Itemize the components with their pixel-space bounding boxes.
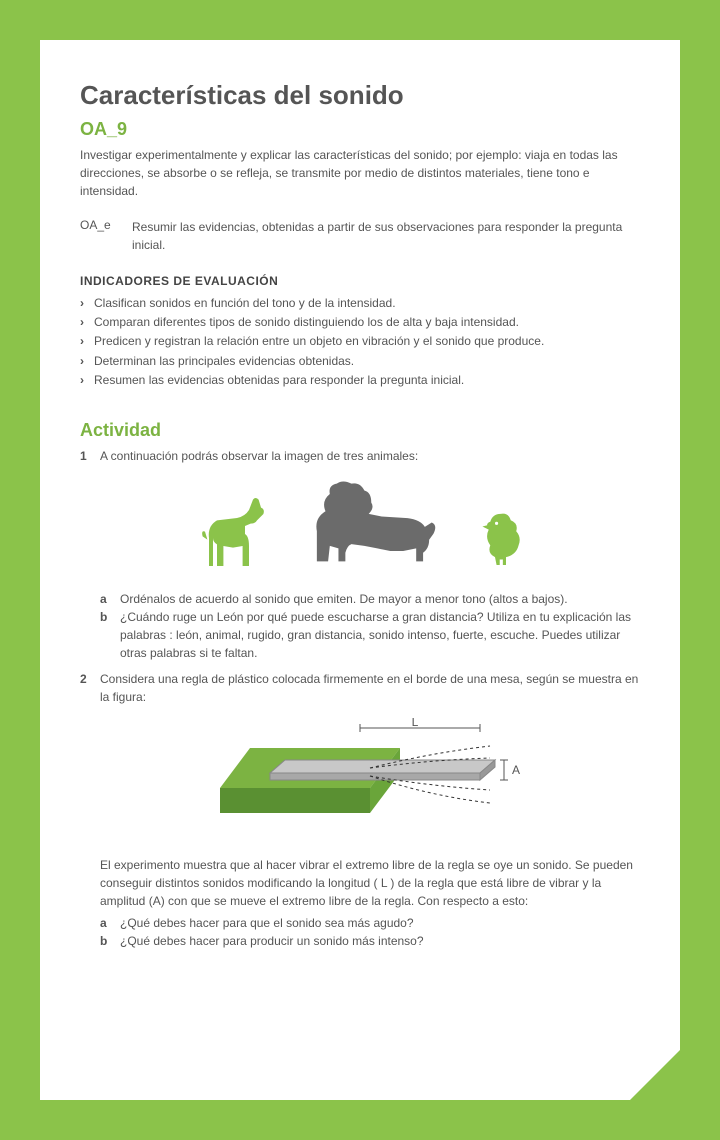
- indicator-item: Comparan diferentes tipos de sonido dist…: [80, 313, 640, 332]
- intro-paragraph: Investigar experimentalmente y explicar …: [80, 146, 640, 200]
- question-1: 1 A continuación podrás observar la imag…: [80, 447, 640, 465]
- q1a-text: Ordénalos de acuerdo al sonido que emite…: [120, 590, 568, 608]
- indicators-list: Clasifican sonidos en función del tono y…: [80, 294, 640, 390]
- oa-code: OA_9: [80, 119, 640, 140]
- q1b: b ¿Cuándo ruge un León por qué puede esc…: [100, 608, 640, 662]
- oa-sub-text: Resumir las evidencias, obtenidas a part…: [132, 218, 640, 254]
- corner-fold-icon: [630, 1050, 680, 1100]
- q2b-letter: b: [100, 932, 112, 950]
- animals-row: [80, 475, 640, 570]
- dog-icon: [193, 490, 273, 570]
- worksheet-page: Características del sonido OA_9 Investig…: [40, 40, 680, 1100]
- q1b-text: ¿Cuándo ruge un León por qué puede escuc…: [120, 608, 640, 662]
- indicator-item: Predicen y registran la relación entre u…: [80, 332, 640, 351]
- oa-sub-row: OA_e Resumir las evidencias, obtenidas a…: [80, 218, 640, 254]
- q2-text: Considera una regla de plástico colocada…: [100, 670, 640, 706]
- q2a-text: ¿Qué debes hacer para que el sonido sea …: [120, 914, 414, 932]
- q1-text: A continuación podrás observar la imagen…: [100, 447, 418, 465]
- q1a-letter: a: [100, 590, 112, 608]
- q2a: a ¿Qué debes hacer para que el sonido se…: [100, 914, 640, 932]
- question-2: 2 Considera una regla de plástico coloca…: [80, 670, 640, 706]
- A-label: A: [512, 763, 520, 777]
- q2b: b ¿Qué debes hacer para producir un soni…: [100, 932, 640, 950]
- q1-number: 1: [80, 447, 92, 465]
- q2-sublist: a ¿Qué debes hacer para que el sonido se…: [80, 914, 640, 950]
- L-label: L: [412, 718, 419, 729]
- indicator-item: Resumen las evidencias obtenidas para re…: [80, 371, 640, 390]
- q1a: a Ordénalos de acuerdo al sonido que emi…: [100, 590, 640, 608]
- indicator-item: Determinan las principales evidencias ob…: [80, 352, 640, 371]
- chick-icon: [473, 505, 528, 570]
- q2-paragraph: El experimento muestra que al hacer vibr…: [80, 856, 640, 910]
- lion-icon: [303, 475, 443, 570]
- q1b-letter: b: [100, 608, 112, 662]
- page-title: Características del sonido: [80, 80, 640, 111]
- q2-number: 2: [80, 670, 92, 706]
- oa-sub-label: OA_e: [80, 218, 120, 254]
- ruler-diagram: L A: [80, 718, 640, 838]
- q1-sublist: a Ordénalos de acuerdo al sonido que emi…: [80, 590, 640, 662]
- indicators-title: INDICADORES DE EVALUACIÓN: [80, 274, 640, 288]
- actividad-title: Actividad: [80, 420, 640, 441]
- indicator-item: Clasifican sonidos en función del tono y…: [80, 294, 640, 313]
- q2b-text: ¿Qué debes hacer para producir un sonido…: [120, 932, 424, 950]
- q2a-letter: a: [100, 914, 112, 932]
